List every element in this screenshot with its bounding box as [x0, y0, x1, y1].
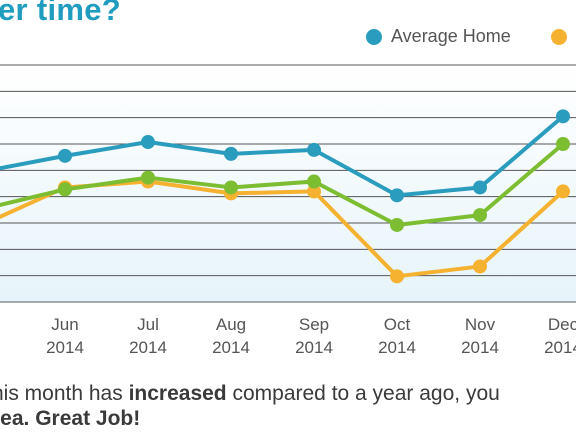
x-tick-label-month: Aug [216, 315, 246, 334]
data-point-efficient-home [473, 208, 487, 223]
legend-swatch-your-home [550, 28, 567, 45]
chart-legend: Average Home [366, 26, 576, 47]
x-tick-label-month: Jun [51, 315, 78, 334]
data-point-average-home [473, 180, 487, 195]
footer-message: his month has increased compared to a ye… [0, 381, 500, 431]
data-point-your-home [556, 184, 570, 199]
data-point-average-home [307, 142, 321, 157]
data-point-average-home [390, 188, 404, 203]
data-point-average-home [141, 135, 155, 150]
x-tick-label-year: 2014 [295, 338, 333, 357]
x-tick-label-month: Sep [299, 315, 329, 334]
series-line-efficient-home [0, 142, 565, 227]
x-tick-label-year: 2014 [461, 338, 499, 357]
data-point-average-home [58, 148, 72, 163]
data-point-efficient-home [58, 182, 72, 197]
footer-line-1-start: his month has [0, 382, 129, 405]
x-tick-label-month: Nov [465, 315, 496, 334]
footer-emphasis-increased: increased [128, 382, 227, 405]
data-point-average-home [224, 146, 238, 161]
footer-line-1-end: compared to a year ago, you [226, 382, 500, 405]
footer-line-1: his month has increased compared to a ye… [0, 381, 500, 406]
footer-great-job: rea. Great Job! [0, 407, 141, 430]
data-point-efficient-home [556, 137, 570, 151]
data-point-your-home [390, 269, 404, 284]
data-point-efficient-home [224, 180, 238, 195]
data-point-efficient-home [141, 170, 155, 185]
legend-label-average-home: Average Home [391, 26, 511, 46]
series-line-average-home [0, 114, 565, 198]
data-point-average-home [556, 109, 570, 124]
legend-item-average-home: Average Home [366, 26, 511, 47]
x-tick-label-year: 2014 [212, 338, 250, 357]
x-tick-label-month: Dec [548, 315, 576, 334]
x-tick-label-year: 2014 [378, 338, 416, 357]
data-point-your-home [473, 259, 487, 274]
legend-item-your-home [550, 28, 576, 45]
x-tick-label-month: Oct [384, 315, 411, 334]
x-tick-label-year: 2014 [544, 338, 576, 357]
data-point-efficient-home [390, 217, 404, 232]
x-tick-label-year: 2014 [46, 338, 84, 357]
data-point-your-home [307, 184, 321, 199]
footer-line-2: rea. Great Job! [0, 406, 500, 431]
x-tick-label-month: Jul [137, 315, 159, 334]
data-point-efficient-home [307, 174, 321, 189]
chart-title: er time? [0, 0, 121, 27]
x-tick-label-year: 2014 [129, 338, 167, 357]
legend-swatch-average-home [366, 28, 382, 45]
